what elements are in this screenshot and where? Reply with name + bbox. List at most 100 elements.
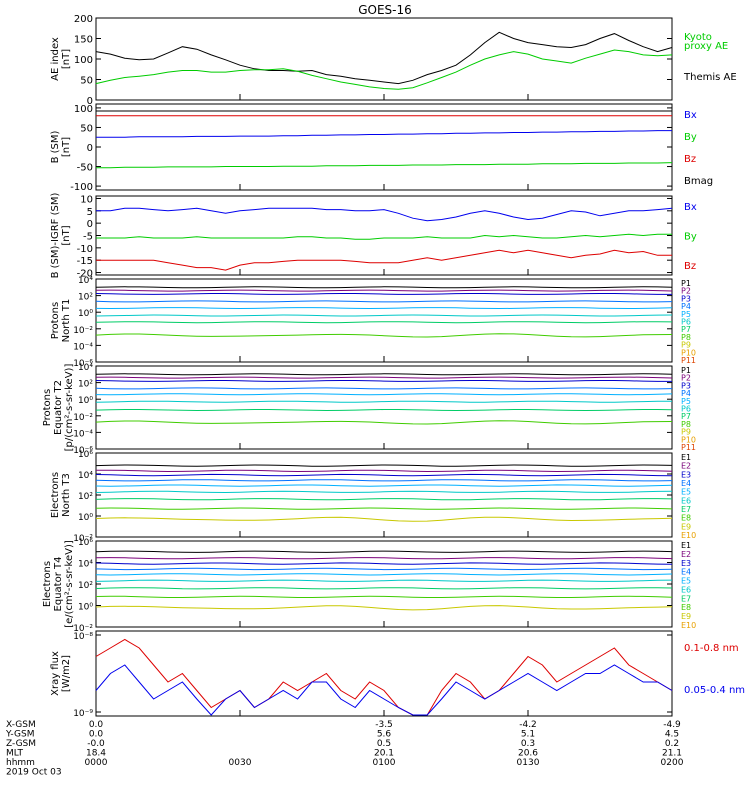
channel-line-2 — [95, 557, 673, 560]
channel-line-2 — [95, 469, 673, 473]
panel-2: -100 -50 0 50 100 B (SM) [nT] Bx By Bz Bmag — [50, 103, 713, 193]
y-axis-label: B (SM)-IGRF (SM) — [50, 193, 61, 279]
y-tick-label: 10⁻² — [73, 534, 93, 544]
series-line-3 — [96, 249, 672, 271]
legend-entry: E7 — [681, 505, 691, 514]
x-axis-value: 18.4 — [86, 749, 106, 759]
y-axis-label: [W/m2] — [61, 655, 72, 692]
y-tick-label: 150 — [74, 35, 93, 46]
y-tick-label: 10 — [80, 194, 93, 205]
panel-8: 10⁻⁸ 10⁻⁹ Xray flux [W/m2] 0.1-0.8 nm 0.05-0.… — [50, 630, 745, 719]
legend-entry: E1 — [681, 453, 691, 462]
channel-line-7 — [95, 498, 673, 501]
x-axis-value: 20.1 — [374, 749, 394, 759]
channel-line-4 — [95, 300, 673, 303]
channel-line-7 — [95, 321, 673, 324]
panel-5: 10⁻⁶ 10⁻⁴ 10⁻² 10⁰ 10² 10⁴ Protons Equator T2 [p… — [42, 363, 696, 456]
plot-title: GOES-16 — [358, 3, 412, 17]
series-line-3 — [96, 130, 672, 138]
legend-entry: Bx — [684, 202, 697, 213]
x-axis-value: 0100 — [373, 758, 396, 768]
legend-entry: E5 — [681, 577, 691, 586]
y-tick-label: 10⁻² — [73, 624, 93, 634]
legend-entry: P2 — [681, 287, 691, 296]
x-axis-value: 0030 — [229, 758, 252, 768]
legend-entry: E10 — [681, 621, 696, 630]
legend-entry: 0.05-0.4 nm — [684, 685, 745, 696]
y-tick-label: 10⁰ — [78, 603, 93, 613]
y-axis-label: [nT] — [61, 225, 72, 245]
legend-entry: P9 — [681, 341, 691, 350]
y-axis-label: [e/(cm²-s-sr-keV)] — [64, 540, 75, 628]
y-tick-label: 10² — [78, 380, 93, 390]
channel-line-2 — [95, 376, 673, 379]
channel-line-1 — [95, 286, 673, 289]
legend-entry: P10 — [681, 435, 696, 444]
y-tick-label: 10⁴ — [78, 560, 93, 570]
y-axis-label: Protons — [42, 389, 53, 426]
legend-entry: P9 — [681, 428, 691, 437]
y-axis-label: B (SM) — [50, 130, 61, 163]
x-axis-value: -4.9 — [663, 720, 681, 730]
legend-entry: proxy AE — [684, 41, 728, 52]
legend-entry: E9 — [681, 612, 691, 621]
x-axis-value: -4.2 — [519, 720, 537, 730]
legend-entry: E8 — [681, 603, 691, 612]
channel-line-9 — [95, 516, 673, 522]
legend-entry: By — [684, 232, 697, 243]
y-tick-label: 10² — [78, 492, 93, 502]
y-tick-label: 10² — [78, 581, 93, 591]
legend-entry: P3 — [681, 381, 691, 390]
legend-entry: P4 — [681, 302, 691, 311]
y-tick-label: 10⁴ — [78, 471, 93, 481]
legend-entry: P6 — [681, 405, 691, 414]
panel-3: -20 -15-10-5 05 10 B (SM)-IGRF (SM) [nT] Bx By B… — [50, 193, 697, 280]
channel-line-5 — [95, 307, 673, 310]
y-tick-label: 10⁶ — [78, 538, 93, 548]
channel-line-5 — [95, 393, 673, 396]
legend-entry: E9 — [681, 522, 691, 531]
y-axis-label: Equator T4 — [53, 557, 64, 612]
legend-entry: Themis AE — [683, 72, 737, 83]
x-axis-value: -0.0 — [87, 739, 105, 749]
x-axis-table: X-GSM 0.0 -3.5 -4.2 -4.9 Y-GSM 0.0 5.6 5.1 4.5 Z-G… — [5, 720, 684, 778]
y-axis-label: [nT] — [61, 137, 72, 157]
channel-line-8 — [95, 333, 673, 338]
x-axis-row-label: X-GSM — [6, 720, 36, 730]
legend-entry: P7 — [681, 325, 691, 334]
y-tick-label: 0 — [87, 143, 93, 154]
x-axis-value: 0.2 — [665, 739, 679, 749]
y-tick-label: -20 — [77, 269, 93, 280]
legend-entry: P11 — [681, 443, 696, 452]
y-axis-label: North T1 — [61, 299, 72, 343]
y-tick-label: 10⁻⁶ — [73, 446, 93, 456]
legend-entry: P3 — [681, 294, 691, 303]
legend-entry: E6 — [681, 585, 691, 594]
legend-entry: E4 — [681, 479, 691, 488]
legend-entry: E1 — [681, 541, 691, 550]
legend-entry: P4 — [681, 389, 691, 398]
y-tick-label: -50 — [77, 163, 93, 174]
y-tick-label: 0 — [87, 96, 93, 107]
x-axis-value: -3.5 — [375, 720, 393, 730]
legend-entry: P5 — [681, 397, 691, 406]
y-axis-label: North T3 — [61, 473, 72, 517]
y-tick-label: 100 — [74, 55, 93, 66]
x-axis-value: 5.1 — [521, 730, 535, 740]
channel-line-3 — [95, 293, 672, 295]
y-tick-label: 10⁻² — [73, 413, 93, 423]
legend-entry: Kyoto — [684, 32, 712, 43]
y-tick-label: -15 — [77, 256, 93, 267]
channel-line-2 — [95, 289, 673, 292]
y-axis-label: [p/(cm²-s-sr-keV)] — [64, 364, 75, 452]
legend-entry: E3 — [681, 559, 691, 568]
channel-line-5 — [95, 484, 673, 487]
y-tick-label: 5 — [87, 207, 93, 218]
legend-entry: E2 — [681, 462, 691, 471]
legend-entry: E3 — [681, 470, 691, 479]
legend-entry: P8 — [681, 420, 691, 429]
y-axis-label: Electrons — [42, 561, 53, 607]
y-tick-label: -100 — [70, 182, 93, 193]
y-tick-label: 10⁻⁴ — [73, 342, 93, 352]
